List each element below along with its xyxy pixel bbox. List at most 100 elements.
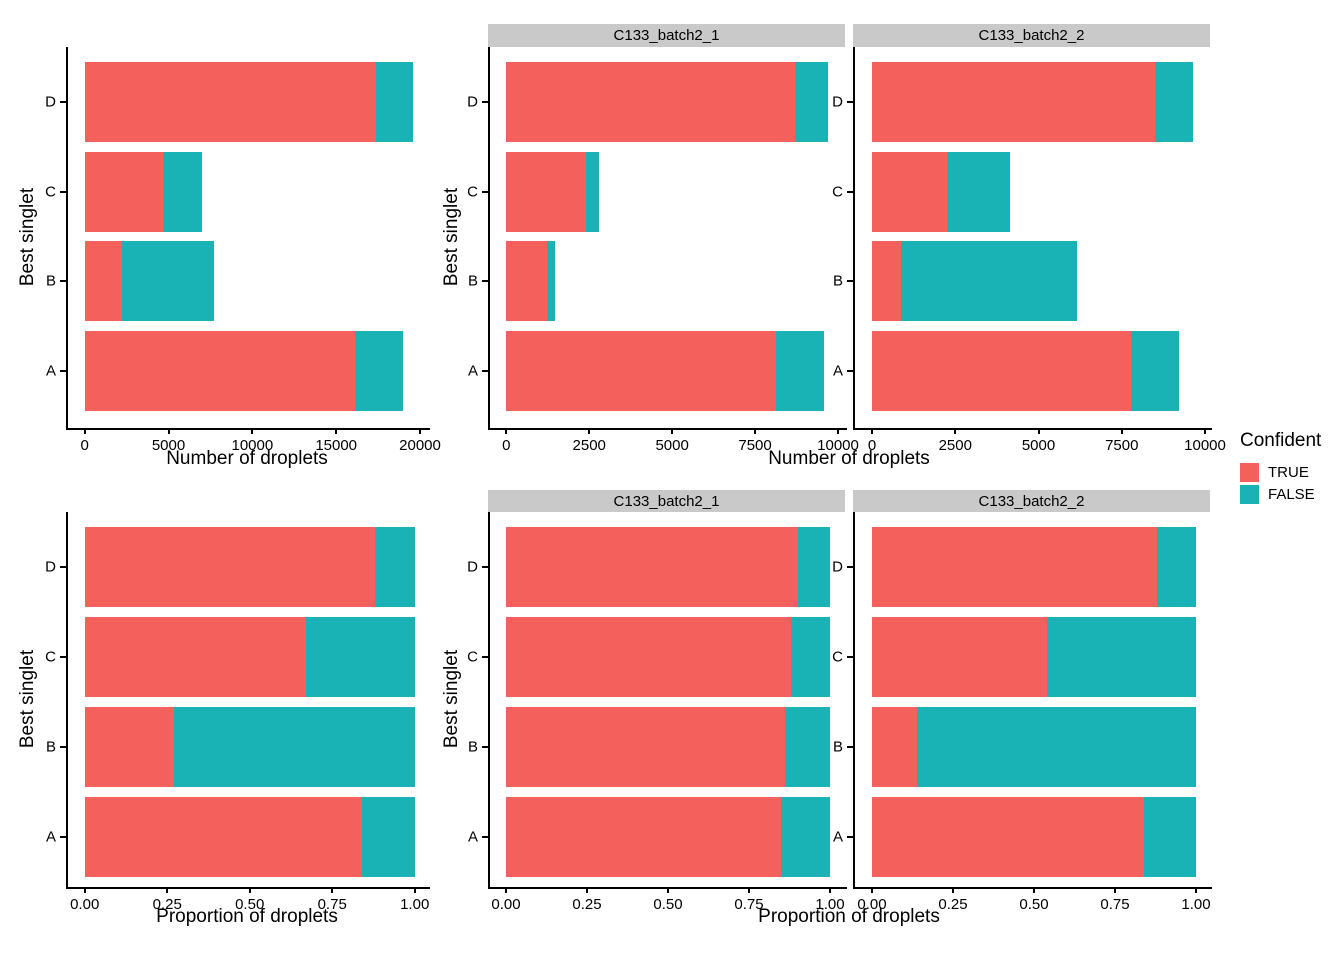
y-category-label: A <box>467 362 478 380</box>
x-tick-label: 20000 <box>399 437 441 454</box>
x-tick-mark <box>586 887 588 893</box>
x-tick-label: 10000 <box>1184 437 1226 454</box>
y-category-label: B <box>467 272 478 290</box>
bar-segment-false-A <box>361 797 415 877</box>
bar-segment-true-C <box>84 151 164 232</box>
bar-segment-false-A <box>1131 331 1179 411</box>
x-tick-mark <box>588 428 591 434</box>
y-tick-mark <box>847 656 853 658</box>
x-tick-mark <box>671 428 674 434</box>
facet-strip-label: C133_batch2_1 <box>613 492 720 510</box>
x-tick-label: 0.00 <box>857 896 887 913</box>
x-tick-mark <box>505 428 508 434</box>
panel-proportion-combined: D C B A 0.00 0.25 0.50 0.75 1.00 <box>45 512 430 913</box>
x-tick-label: 5000 <box>1021 437 1056 454</box>
facet-strip-bottom-batch1: C133_batch2_1 <box>488 490 845 512</box>
bar-segment-false-A <box>354 331 404 411</box>
x-tick-label: 2500 <box>572 437 606 454</box>
y-category-label: B <box>45 272 56 290</box>
bar-segment-false-B <box>784 707 830 787</box>
bar-segment-true-C <box>506 617 792 697</box>
y-tick-mark <box>60 836 66 838</box>
x-tick-label: 0.25 <box>572 896 602 913</box>
bar-segment-true-B <box>84 707 174 787</box>
y-tick-mark <box>60 370 66 372</box>
bar-segment-false-B <box>547 241 556 322</box>
bar-segment-true-A <box>84 797 362 877</box>
x-tick-mark <box>1204 428 1206 434</box>
x-tick-label: 5000 <box>151 437 186 454</box>
x-tick-label: 10000 <box>231 437 274 454</box>
x-tick-mark <box>1120 428 1123 434</box>
y-category-label: D <box>45 558 56 576</box>
y-tick-mark <box>847 280 853 283</box>
y-tick-mark <box>482 280 488 283</box>
bar-segment-false-B <box>121 241 214 322</box>
y-tick-mark <box>60 566 66 568</box>
facet-strip-top-batch2: C133_batch2_2 <box>853 24 1210 47</box>
facet-strip-label: C133_batch2_2 <box>978 492 1085 510</box>
y-tick-mark <box>482 101 488 103</box>
x-tick-label: 0.00 <box>491 896 521 913</box>
y-category-label: B <box>467 738 478 756</box>
y-tick-mark <box>847 836 853 838</box>
panel-proportion-facet1: D C B A 0.00 0.25 0.50 0.75 1.00 <box>467 512 847 913</box>
y-tick-mark <box>60 190 66 193</box>
x-tick-label: 1.00 <box>1181 896 1211 913</box>
bar-segment-true-D <box>872 527 1158 607</box>
y-tick-mark <box>60 746 66 748</box>
bar-segment-true-B <box>872 241 901 322</box>
x-tick-label: 0 <box>502 437 511 454</box>
x-tick-mark <box>748 887 750 893</box>
legend-title: Confident <box>1240 430 1322 451</box>
y-tick-mark <box>847 566 853 568</box>
bar-segment-true-D <box>872 62 1156 142</box>
legend-item-true: TRUE <box>1240 463 1321 482</box>
facet-strip-label: C133_batch2_1 <box>613 27 720 44</box>
x-tick-mark <box>667 887 669 893</box>
bar-segment-false-A <box>781 797 830 877</box>
x-tick-mark <box>331 887 334 893</box>
x-tick-label: 2500 <box>938 437 972 454</box>
bar-segment-true-B <box>872 707 918 787</box>
x-tick-mark <box>248 887 251 893</box>
x-tick-label: 0 <box>80 437 89 454</box>
x-tick-label: 0.50 <box>1019 896 1049 913</box>
x-tick-label: 1.00 <box>400 896 430 913</box>
x-tick-mark <box>754 428 757 434</box>
bar-segment-true-A <box>872 797 1145 877</box>
legend-item-false: FALSE <box>1240 485 1321 504</box>
y-axis-title-counts-combined: Best singlet <box>17 187 38 287</box>
y-axis-title-proportion-combined: Best singlet <box>17 649 38 749</box>
x-tick-mark <box>1114 887 1116 893</box>
bar-segment-false-D <box>375 62 414 142</box>
bar-segment-true-A <box>84 331 355 411</box>
y-category-label: A <box>45 828 56 846</box>
facet-strip-top-batch1: C133_batch2_1 <box>488 24 845 47</box>
y-tick-mark <box>482 566 488 568</box>
x-tick-label: 7500 <box>738 437 772 454</box>
x-tick-mark <box>871 428 873 434</box>
x-tick-mark <box>505 887 507 893</box>
bar-segment-true-A <box>872 331 1132 411</box>
bar-segment-true-C <box>872 151 948 232</box>
x-tick-mark <box>871 887 873 893</box>
x-tick-label: 0.75 <box>317 896 347 913</box>
facet-strip-bottom-batch2: C133_batch2_2 <box>853 490 1210 512</box>
y-category-label: B <box>832 738 843 756</box>
x-tick-mark <box>335 428 338 434</box>
bar-segment-true-C <box>84 617 306 697</box>
y-axis-title-proportion-facets: Best singlet <box>441 649 462 749</box>
y-category-label: A <box>45 362 56 380</box>
y-tick-mark <box>482 190 488 193</box>
bar-segment-false-D <box>794 62 828 142</box>
bar-segment-true-D <box>84 527 376 607</box>
x-tick-label: 5000 <box>655 437 689 454</box>
bar-segment-false-B <box>917 707 1196 787</box>
x-tick-label: 0.25 <box>152 896 182 913</box>
bar-segment-false-D <box>1157 527 1196 607</box>
y-tick-mark <box>847 370 853 372</box>
bar-segment-false-C <box>947 151 1011 232</box>
y-category-label: C <box>467 183 478 201</box>
